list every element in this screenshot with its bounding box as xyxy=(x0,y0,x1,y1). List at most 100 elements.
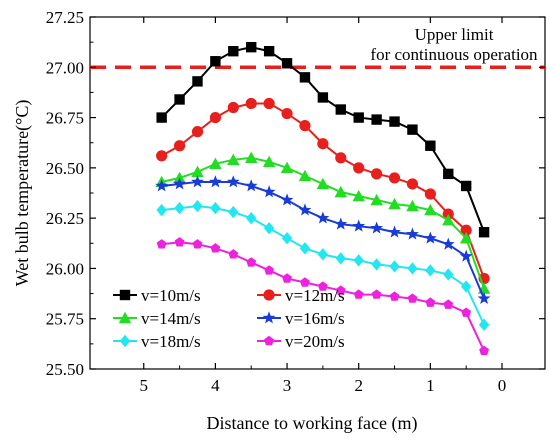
upper-limit-label-line: Upper limit xyxy=(415,25,494,44)
data-point xyxy=(299,120,311,132)
data-point xyxy=(191,126,204,138)
data-point xyxy=(298,169,312,182)
legend-marker xyxy=(264,335,274,346)
upper-limit-label-line: for continuous operation xyxy=(370,45,538,64)
data-point xyxy=(389,260,400,273)
data-point xyxy=(441,237,455,250)
series-v-20m-s xyxy=(156,237,490,356)
data-point xyxy=(210,201,221,215)
data-point xyxy=(246,41,257,53)
y-tick-label: 26.00 xyxy=(46,259,84,278)
data-point xyxy=(174,201,185,215)
data-point xyxy=(317,92,329,103)
data-point xyxy=(388,197,401,210)
data-point xyxy=(191,175,204,188)
data-point xyxy=(335,285,346,295)
data-point xyxy=(371,114,382,125)
data-point xyxy=(388,172,401,184)
data-point xyxy=(370,193,383,206)
y-tick-label: 26.75 xyxy=(46,109,84,128)
series-line xyxy=(161,205,485,326)
data-point xyxy=(424,188,436,200)
legend-label: v=10m/s xyxy=(141,286,201,305)
data-point xyxy=(226,175,240,188)
data-point xyxy=(191,165,204,178)
data-point xyxy=(228,249,239,259)
data-point xyxy=(370,221,383,234)
y-tick-label: 27.00 xyxy=(46,58,84,77)
data-point xyxy=(477,291,491,305)
series-v-12m-s xyxy=(156,97,490,285)
data-point xyxy=(156,112,167,123)
data-point xyxy=(353,289,364,299)
data-point xyxy=(245,151,258,163)
data-point xyxy=(192,199,203,213)
axes: 5 4 3 2 1 0 25.50 25.75 26.00 26.25 26.50 26.75 27.0… xyxy=(46,8,545,395)
data-point xyxy=(317,281,328,291)
data-point xyxy=(246,257,257,267)
data-point xyxy=(210,243,221,253)
data-point xyxy=(280,193,294,206)
data-point xyxy=(388,225,401,238)
data-point xyxy=(478,227,490,238)
data-point xyxy=(228,45,239,57)
x-tick-label: 0 xyxy=(498,376,507,395)
legend-entry-v-10m-s: v=10m/s xyxy=(113,286,201,305)
data-point xyxy=(353,112,364,123)
data-point xyxy=(335,104,346,115)
series-v-18m-s xyxy=(156,199,490,331)
data-point xyxy=(460,224,472,236)
legend-label: v=12m/s xyxy=(285,286,345,305)
data-point xyxy=(281,232,293,245)
data-point xyxy=(478,318,490,331)
data-point xyxy=(227,101,239,114)
x-tick-label: 5 xyxy=(139,376,148,395)
data-point xyxy=(299,72,311,83)
legend-label: v=20m/s xyxy=(285,332,345,351)
data-point xyxy=(282,273,292,283)
legend: v=10m/s v=12m/s v=14m/s v=16m/s v=18m/s v=20m… xyxy=(113,286,345,351)
legend-entry-v-16m-s: v=16m/s xyxy=(257,309,345,328)
x-axis-label: Distance to working face (m) xyxy=(207,413,418,434)
y-tick-label: 26.25 xyxy=(46,209,84,228)
data-point xyxy=(244,179,258,192)
x-tick-label: 1 xyxy=(426,376,435,395)
data-point xyxy=(335,252,346,265)
data-point xyxy=(316,211,330,224)
data-point xyxy=(461,307,472,317)
y-tick-label: 26.50 xyxy=(46,159,84,178)
upper-limit-reference: Upper limit for continuous operation xyxy=(90,25,545,70)
data-point xyxy=(406,227,419,240)
data-point xyxy=(262,155,276,168)
legend-entry-v-20m-s: v=20m/s xyxy=(257,332,345,351)
data-point xyxy=(298,203,312,216)
legend-marker xyxy=(263,289,275,301)
data-point xyxy=(155,179,169,192)
data-point xyxy=(389,291,400,301)
legend-entry-v-14m-s: v=14m/s xyxy=(113,309,201,328)
data-point xyxy=(425,264,436,277)
data-point xyxy=(281,58,293,69)
y-axis-label: Wet bulb temperature(°C) xyxy=(12,100,33,287)
data-point xyxy=(209,175,222,188)
x-tick-label: 4 xyxy=(211,376,220,395)
data-point xyxy=(459,232,473,244)
data-point xyxy=(353,254,364,267)
data-point xyxy=(423,231,437,244)
data-point xyxy=(156,150,168,162)
data-point xyxy=(479,345,490,356)
data-series xyxy=(155,41,491,356)
data-point xyxy=(174,94,185,105)
data-point xyxy=(280,161,294,174)
y-tick-label: 25.50 xyxy=(46,360,84,379)
data-point xyxy=(406,199,419,212)
data-point xyxy=(156,203,167,217)
data-point xyxy=(443,268,454,281)
data-point xyxy=(264,265,275,275)
legend-marker xyxy=(119,289,131,301)
data-point xyxy=(371,289,382,299)
series-line xyxy=(161,156,486,289)
data-point xyxy=(317,248,329,261)
data-point xyxy=(263,45,275,57)
data-point xyxy=(334,185,347,198)
